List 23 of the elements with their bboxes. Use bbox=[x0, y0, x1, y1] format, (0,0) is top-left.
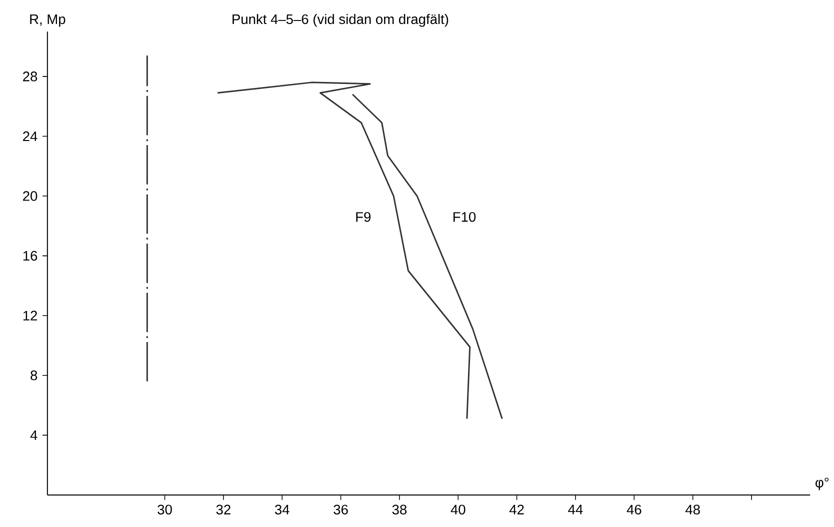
series-label: F9 bbox=[356, 212, 371, 222]
x-tick-label: 48 bbox=[685, 504, 700, 515]
y-tick-label: 8 bbox=[30, 370, 38, 380]
y-tick-label: 28 bbox=[23, 72, 38, 82]
x-tick-label: 34 bbox=[274, 504, 290, 515]
y-tick-label: 20 bbox=[23, 191, 38, 202]
y-tick-label: 12 bbox=[23, 310, 38, 321]
x-tick-label: 42 bbox=[509, 504, 524, 515]
y-tick-label: 4 bbox=[30, 430, 38, 440]
chart-title: Punkt 4–5–6 (vid sidan om dragfält) bbox=[232, 14, 448, 28]
x-axis-title: φ° bbox=[816, 478, 829, 490]
x-tick-label: 38 bbox=[392, 504, 407, 515]
series-label: F10 bbox=[453, 212, 476, 222]
x-tick-label: 46 bbox=[626, 504, 642, 515]
line-series bbox=[352, 94, 503, 420]
y-tick-label: 24 bbox=[23, 132, 38, 142]
y-axis-title: R, Mp bbox=[30, 14, 66, 28]
x-tick-label: 30 bbox=[158, 504, 172, 515]
x-tick-label: 36 bbox=[334, 504, 348, 515]
x-tick-label: 32 bbox=[216, 504, 230, 515]
x-tick-label: 40 bbox=[450, 504, 466, 515]
x-tick-label: 44 bbox=[568, 504, 583, 514]
y-tick-label: 16 bbox=[23, 251, 38, 261]
